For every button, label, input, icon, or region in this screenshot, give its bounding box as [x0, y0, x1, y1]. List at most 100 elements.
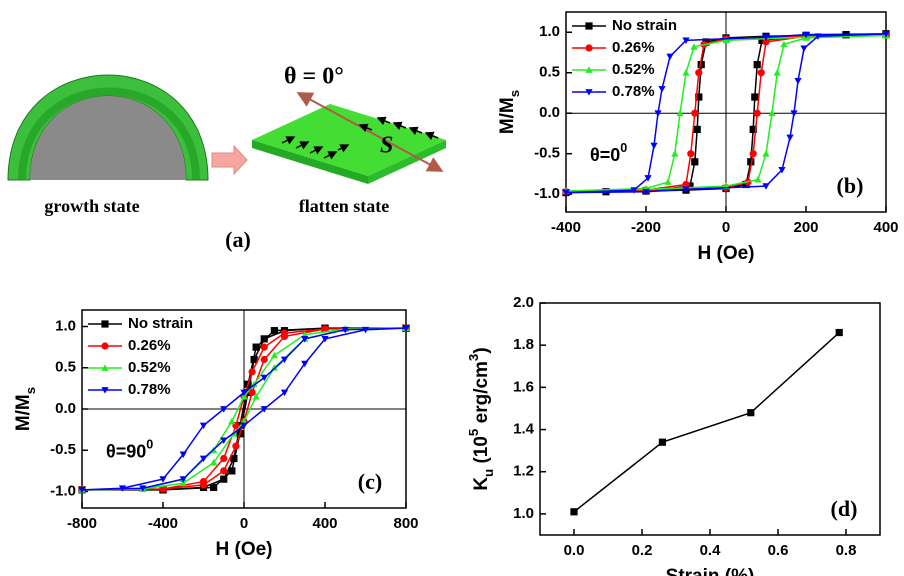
- y-axis-label-part: s: [507, 90, 522, 97]
- plate-top: [252, 104, 446, 176]
- panel-label: (a): [225, 227, 251, 252]
- figure: θ = 0° S growth state flatten state (a) …: [0, 0, 904, 576]
- y-axis-label-part: (10: [471, 436, 492, 469]
- y-tick-label: 0.0: [539, 104, 560, 121]
- x-tick-label: 0.8: [836, 542, 857, 559]
- x-tick-label: 0.2: [632, 542, 653, 559]
- marker: [687, 150, 694, 157]
- marker: [762, 150, 769, 156]
- marker: [220, 455, 227, 462]
- legend-label: 0.78%: [612, 83, 655, 100]
- series-line: [574, 333, 839, 512]
- marker: [228, 418, 235, 424]
- left-caption: growth state: [44, 196, 139, 216]
- marker: [261, 344, 268, 351]
- y-tick-label: 1.8: [513, 336, 534, 353]
- y-axis-label-part: ): [471, 347, 492, 353]
- x-tick-label: 400: [873, 219, 898, 236]
- plot-frame: [540, 303, 880, 535]
- y-tick-label: 0.5: [539, 64, 560, 81]
- y-tick-label: 2.0: [513, 294, 534, 311]
- marker: [747, 409, 754, 416]
- x-axis-label: H (Oe): [698, 243, 755, 264]
- panel-label: (d): [831, 496, 858, 521]
- y-tick-label: 1.4: [513, 421, 535, 438]
- legend-marker: [101, 320, 108, 327]
- legend-marker: [101, 342, 108, 349]
- y-tick-label: 1.6: [513, 378, 534, 395]
- annotation: θ=900: [106, 438, 153, 461]
- x-tick-label: 400: [312, 515, 337, 532]
- right-caption: flatten state: [299, 196, 389, 216]
- y-axis-label-part: M/M: [13, 394, 34, 431]
- marker: [200, 481, 207, 488]
- marker: [664, 178, 671, 184]
- marker: [220, 467, 227, 474]
- legend-label: 0.26%: [128, 337, 171, 354]
- angle-label: θ = 0°: [284, 64, 344, 90]
- strain-label: S: [380, 133, 393, 159]
- marker: [650, 143, 657, 149]
- x-tick-label: 800: [393, 515, 418, 532]
- legend-label: No strain: [612, 17, 677, 34]
- y-tick-label: 1.0: [513, 505, 534, 522]
- marker: [786, 135, 793, 141]
- marker: [271, 327, 278, 334]
- y-axis-label: Ku (105 erg/cm3): [466, 347, 496, 490]
- x-tick-label: -400: [551, 219, 581, 236]
- y-tick-label: 1.0: [539, 23, 560, 40]
- marker: [659, 439, 666, 446]
- legend-label: 0.52%: [128, 359, 171, 376]
- y-axis-label: M/Ms: [497, 90, 522, 134]
- annotation-part: θ=90: [106, 441, 146, 461]
- x-axis-label: H (Oe): [216, 539, 273, 560]
- x-tick-label: -200: [631, 219, 661, 236]
- legend-marker: [585, 22, 592, 29]
- marker: [800, 46, 807, 52]
- panel-label: (b): [837, 173, 864, 198]
- annotation-part: θ=0: [590, 145, 620, 165]
- y-tick-label: 1.0: [55, 317, 76, 334]
- y-tick-label: -1.0: [50, 482, 76, 499]
- y-axis-label-part: u: [481, 469, 496, 477]
- y-tick-label: 0.5: [55, 359, 76, 376]
- marker: [695, 69, 702, 76]
- y-axis-label: M/Ms: [13, 387, 38, 431]
- marker: [232, 443, 239, 450]
- marker: [249, 368, 256, 375]
- marker: [271, 352, 278, 358]
- y-tick-label: -0.5: [50, 441, 76, 458]
- panel-a: θ = 0° S growth state flatten state (a): [8, 64, 446, 253]
- marker: [261, 335, 268, 342]
- x-axis-label: Strain (%): [666, 566, 755, 576]
- x-tick-label: 200: [793, 219, 818, 236]
- panel-label: (c): [358, 469, 382, 494]
- marker: [220, 476, 227, 483]
- y-axis-label-part: erg/cm: [471, 361, 492, 429]
- marker: [228, 467, 235, 474]
- marker: [261, 356, 268, 363]
- marker: [570, 508, 577, 515]
- pink-arrow: [212, 146, 247, 174]
- y-tick-label: 0.0: [55, 400, 76, 417]
- marker: [750, 150, 757, 157]
- marker: [682, 69, 689, 75]
- marker: [751, 93, 758, 100]
- marker: [754, 176, 761, 182]
- marker: [836, 329, 843, 336]
- y-axis-label-part: s: [23, 387, 38, 394]
- legend-label: 0.52%: [612, 61, 655, 78]
- y-tick-label: -1.0: [534, 185, 560, 202]
- marker: [754, 61, 761, 68]
- legend-label: No strain: [128, 315, 193, 332]
- marker: [758, 69, 765, 76]
- marker: [658, 86, 665, 92]
- y-axis-label-part: M/M: [497, 97, 518, 134]
- x-tick-label: 0.6: [768, 542, 789, 559]
- legend-label: 0.26%: [612, 39, 655, 56]
- x-tick-label: -800: [67, 515, 97, 532]
- marker: [691, 110, 698, 117]
- marker: [210, 484, 217, 491]
- legend-marker: [585, 44, 592, 51]
- x-tick-label: -400: [148, 515, 178, 532]
